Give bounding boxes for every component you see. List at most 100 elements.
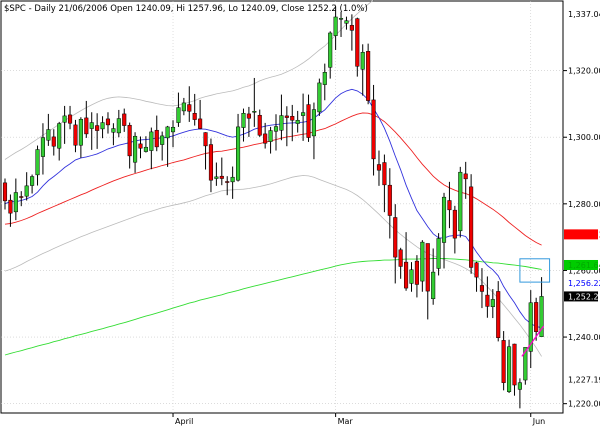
price-tags: 1,337.04 1,270.83 1,261.64 1,256.22 1,252.2 1… — [564, 8, 600, 385]
candle — [24, 172, 29, 201]
candle-body — [84, 117, 89, 135]
candle — [219, 157, 224, 186]
bb-upper-line — [4, 0, 374, 160]
candle-body — [230, 176, 235, 183]
candle-body — [469, 186, 474, 268]
candle — [496, 281, 501, 342]
candle — [382, 154, 387, 213]
candle — [398, 247, 403, 279]
candle — [355, 17, 360, 77]
candle-body — [338, 18, 344, 20]
candle-body — [376, 164, 382, 171]
candle — [192, 93, 197, 126]
candle — [208, 138, 214, 193]
candle — [30, 174, 35, 194]
candle — [463, 161, 468, 199]
bollinger-bands — [4, 0, 542, 357]
candle — [100, 116, 105, 139]
candle — [13, 178, 18, 221]
candle-body — [349, 25, 354, 31]
moving-averages — [4, 88, 542, 356]
candle — [181, 97, 186, 116]
candle — [116, 109, 121, 138]
candle-body — [241, 112, 246, 128]
candle-body — [203, 132, 208, 147]
candle — [236, 113, 241, 182]
candle — [268, 126, 273, 154]
candle-body — [111, 128, 116, 133]
candle — [539, 277, 544, 337]
candle-body — [322, 72, 327, 85]
candle — [507, 339, 512, 394]
candle — [295, 110, 300, 133]
candle — [458, 166, 463, 238]
candle-body — [452, 209, 457, 239]
candle-body — [355, 18, 360, 67]
candle-body — [523, 347, 528, 381]
candle — [105, 112, 111, 134]
candle — [414, 255, 419, 298]
candle-body — [57, 123, 62, 149]
price-tag-bg — [564, 374, 598, 385]
candle-body — [51, 136, 56, 147]
candle-body — [149, 131, 154, 151]
candle — [512, 343, 517, 396]
y-tick-label: 1,220.00 — [568, 400, 600, 409]
candle-body — [95, 125, 100, 131]
y-tick-label: 1,240.00 — [568, 333, 600, 342]
candle-body — [317, 82, 322, 113]
price-tag: 1,337.04 — [564, 8, 600, 19]
candle-body — [474, 262, 479, 278]
candle — [2, 178, 8, 210]
candle-body — [187, 104, 192, 112]
bb-lower-line — [4, 175, 542, 357]
candlesticks — [2, 6, 544, 409]
candle-body — [501, 340, 506, 383]
candle-body — [404, 261, 409, 289]
candle-body — [127, 124, 132, 157]
candle — [273, 114, 279, 151]
candle — [95, 113, 100, 149]
candle-body — [344, 20, 349, 24]
candle-body — [62, 115, 67, 123]
candle-body — [517, 382, 522, 390]
candle — [328, 31, 333, 79]
candle — [40, 123, 45, 175]
candle-body — [387, 184, 392, 216]
candle — [431, 248, 436, 305]
candle-body — [512, 343, 517, 386]
candle — [122, 108, 127, 132]
candle-body — [328, 32, 333, 68]
candle-body — [198, 118, 203, 129]
candle-body — [420, 241, 425, 282]
candle-body — [165, 126, 170, 139]
candle-body — [181, 102, 186, 112]
candle-body — [30, 176, 35, 186]
price-tag: 1,252.2 — [564, 291, 599, 302]
price-tag-label: 1,227.19 — [568, 376, 600, 385]
price-tag-label: 1,261.64 — [568, 261, 600, 270]
candle — [344, 16, 349, 30]
candle-body — [409, 269, 414, 284]
candle — [371, 84, 376, 176]
candle-body — [301, 112, 306, 116]
candle — [447, 181, 452, 229]
candle-body — [208, 144, 214, 181]
candle-body — [116, 118, 121, 134]
candle — [51, 129, 56, 156]
candle — [452, 205, 457, 254]
candle — [322, 63, 327, 101]
candle-body — [263, 133, 268, 144]
candle-body — [2, 182, 8, 202]
candle — [127, 122, 132, 169]
candle-body — [24, 185, 29, 197]
candle — [436, 233, 441, 276]
x-tick-label: Mar — [338, 417, 354, 426]
candle-body — [290, 115, 295, 121]
candle — [203, 132, 208, 170]
candle — [84, 100, 89, 138]
candle — [263, 122, 268, 149]
candle — [143, 136, 148, 153]
price-tag-label: 1,337.04 — [568, 10, 600, 19]
